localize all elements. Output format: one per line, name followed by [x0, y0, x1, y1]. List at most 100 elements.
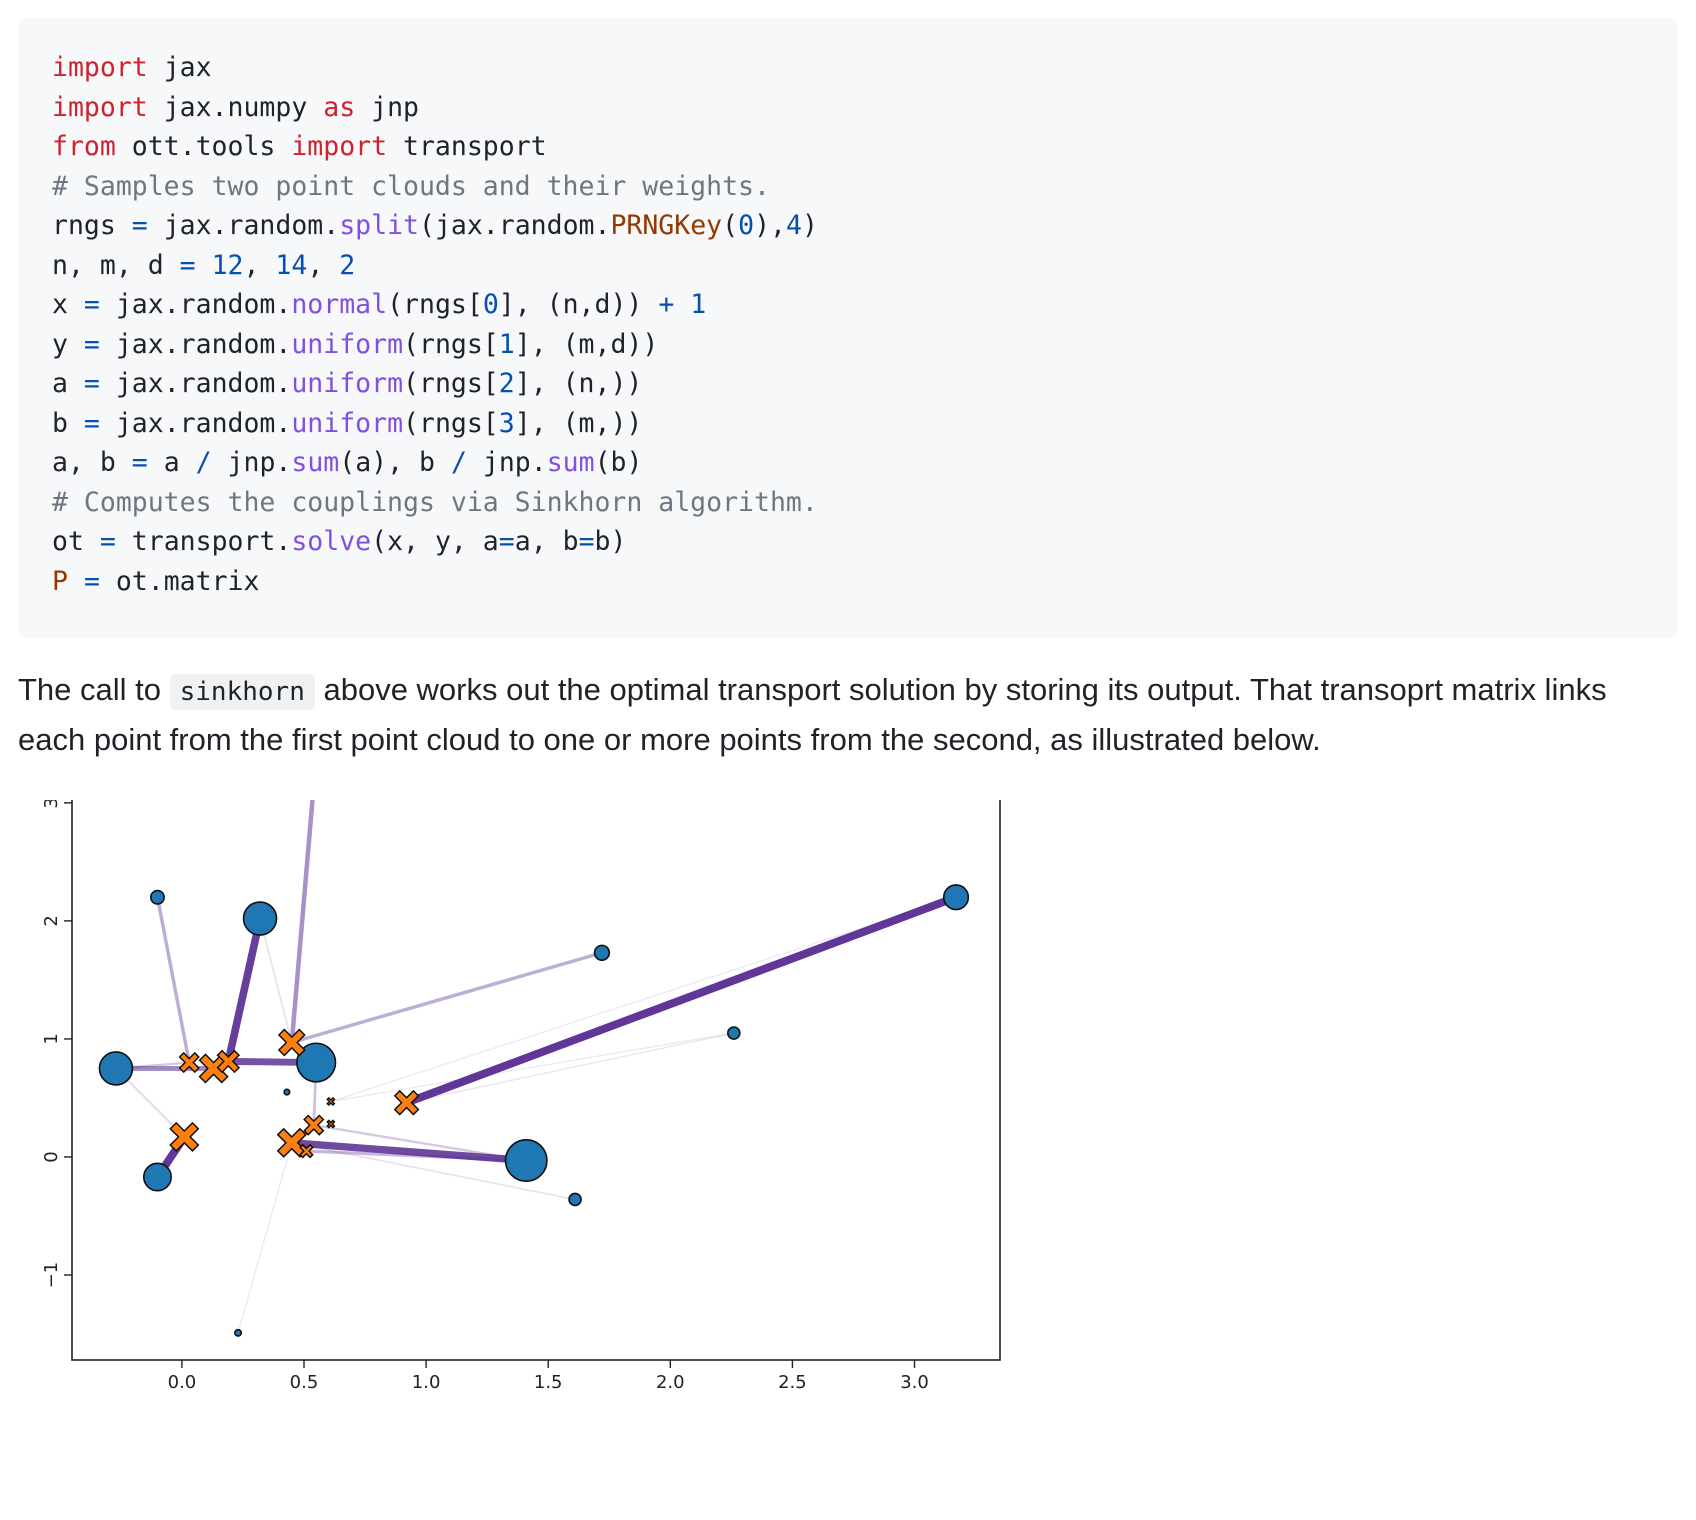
code-token: a, b: [514, 526, 579, 557]
source-point: [504, 1139, 548, 1183]
target-point: [393, 1089, 420, 1116]
code-token: x: [52, 289, 84, 320]
code-line: from ott.tools import transport: [52, 127, 1678, 167]
y-tick-label: 0: [41, 1151, 62, 1162]
code-token: # Samples two point clouds and their wei…: [52, 170, 770, 202]
coupling-line: [330, 1032, 734, 1103]
target-point: [299, 1143, 314, 1159]
code-token: 14: [275, 249, 308, 281]
code-line: n, m, d = 12, 14, 2: [52, 246, 1678, 286]
code-token: =: [179, 249, 196, 281]
code-token: 2: [498, 368, 515, 399]
transport-plot: 0.0 0.5 1.0 1.5 2.0 2.5 3.0 3 2 1 0 −1: [0, 800, 1100, 1518]
code-token: jax.numpy: [147, 91, 324, 123]
code-lines: import jax import jax.numpy as jnp from ot…: [52, 48, 1678, 601]
plot-background: [0, 800, 1100, 1518]
code-token: [674, 289, 690, 320]
code-token: import: [52, 91, 148, 123]
y-tick-label: 2: [41, 915, 62, 926]
code-token: uniform: [291, 328, 404, 360]
y-tick-label: −1: [41, 1262, 62, 1289]
code-token: jax.random.: [99, 328, 292, 360]
code-token: (x, y, a: [371, 526, 499, 557]
code-token: =: [83, 407, 100, 439]
plot-frame: [71, 800, 1001, 1361]
coupling-line: [291, 951, 603, 1045]
links-layer: [115, 800, 958, 1334]
code-token: /: [450, 447, 467, 478]
source-point: [942, 884, 970, 911]
code-token: 0: [738, 210, 755, 241]
code-token: transport.: [115, 526, 292, 557]
axes-layer: 0.0 0.5 1.0 1.5 2.0 2.5 3.0 3 2 1 0 −1: [41, 800, 1001, 1393]
x-tick-label: 1.0: [412, 1372, 441, 1393]
code-token: (rngs[: [387, 289, 483, 320]
y-tick-label: 3: [41, 800, 62, 809]
source-point: [568, 1192, 582, 1207]
code-token: (rngs[: [403, 328, 499, 360]
code-token: a: [147, 447, 196, 478]
coupling-line: [330, 896, 957, 1103]
coupling-line: [291, 1139, 527, 1165]
code-line: import jax: [52, 48, 1678, 88]
code-token: 12: [211, 249, 244, 281]
code-line: rngs = jax.random.split(jax.random.PRNGK…: [52, 206, 1678, 246]
code-token: jnp.: [211, 447, 292, 478]
code-line: ot = transport.solve(x, y, a=a, b=b): [52, 522, 1678, 562]
code-token: 2: [339, 249, 356, 281]
code-token: (jax.random.: [418, 210, 611, 241]
code-token: 1: [690, 289, 707, 320]
coupling-line: [306, 1149, 527, 1163]
code-token: (rngs[: [403, 407, 499, 439]
code-token: import: [52, 52, 148, 83]
code-token: =: [99, 526, 116, 557]
code-line: # Samples two point clouds and their wei…: [52, 167, 1678, 207]
code-line: P = ot.matrix: [52, 562, 1678, 602]
target-point: [303, 1114, 325, 1136]
paragraph-text-end: above works out the optimal transport so…: [18, 672, 1607, 757]
paragraph-text-start: The call to: [18, 672, 170, 707]
code-token: [68, 566, 84, 597]
code-token: (rngs[: [403, 368, 499, 399]
y-tick-label: 1: [41, 1033, 62, 1044]
code-token: ], (m,d)): [514, 328, 659, 360]
target-point: [178, 1051, 200, 1074]
code-token: jax.random.: [99, 289, 292, 320]
code-token: b: [52, 407, 84, 439]
code-line: b = jax.random.uniform(rngs[3], (m,)): [52, 404, 1678, 444]
code-token: =: [131, 210, 148, 241]
code-token: 0: [482, 289, 499, 320]
code-token: split: [339, 210, 419, 241]
source-point: [234, 1328, 243, 1337]
code-token: =: [83, 289, 100, 320]
code-token: ], (n,)): [514, 368, 643, 399]
code-token: ,: [307, 249, 340, 281]
code-block: import jax import jax.numpy as jnp from ot…: [18, 18, 1678, 638]
code-token: import: [291, 131, 388, 162]
coupling-line: [405, 893, 958, 1107]
code-token: ot.matrix: [99, 565, 260, 597]
code-token: sum: [546, 447, 595, 478]
coupling-line: [237, 1142, 293, 1334]
code-line: x = jax.random.normal(rngs[0], (n,d)) + …: [52, 285, 1678, 325]
coupling-line: [259, 918, 293, 1043]
source-point: [593, 944, 611, 961]
code-line: a = jax.random.uniform(rngs[2], (n,)): [52, 364, 1678, 404]
target-point: [277, 1028, 306, 1057]
code-token: =: [498, 526, 515, 557]
code-token: as: [323, 91, 356, 123]
code-line: y = jax.random.uniform(rngs[1], (m,d)): [52, 325, 1678, 365]
code-token: ): [801, 210, 818, 241]
points-layer: [98, 884, 970, 1337]
code-token: jax.random.: [147, 210, 340, 241]
description-paragraph: The call to sinkhorn above works out the…: [18, 666, 1678, 764]
code-token: 4: [785, 210, 802, 241]
code-token: +: [658, 289, 675, 320]
target-point: [198, 1053, 229, 1084]
inline-code-sinkhorn: sinkhorn: [169, 674, 315, 710]
code-token: b): [594, 526, 627, 557]
target-point: [169, 1121, 200, 1152]
code-token: ),: [754, 210, 786, 241]
code-token: jax.random.: [99, 368, 292, 399]
target-point: [326, 1096, 336, 1107]
